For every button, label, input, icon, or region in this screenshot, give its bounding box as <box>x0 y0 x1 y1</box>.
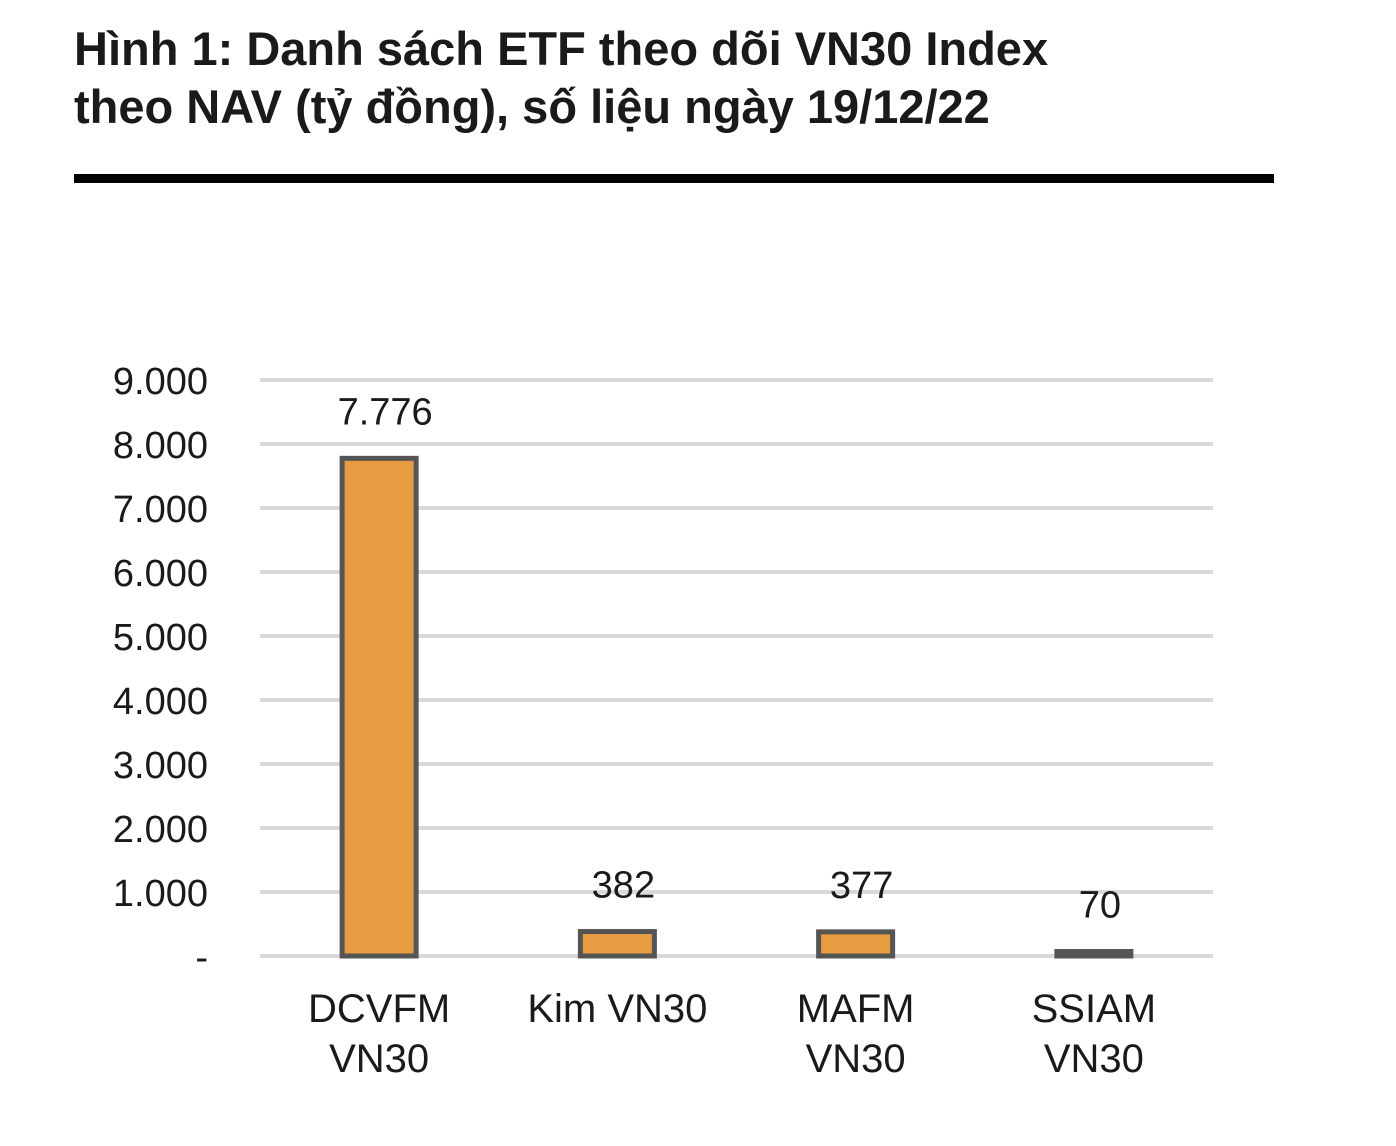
x-tick-label: MAFM <box>797 987 915 1031</box>
chart-title: Hình 1: Danh sách ETF theo dõi VN30 Inde… <box>74 20 1284 136</box>
title-underline <box>74 174 1274 183</box>
x-tick-label: DCVFM <box>308 987 450 1031</box>
data-label: 382 <box>592 865 655 907</box>
data-label: 7.776 <box>338 391 433 433</box>
data-label: 377 <box>830 865 893 907</box>
y-tick-label: 1.000 <box>113 873 208 915</box>
data-label: 70 <box>1079 885 1121 927</box>
x-tick-label: VN30 <box>329 1037 429 1081</box>
y-tick-label: 4.000 <box>113 681 208 723</box>
y-tick-label: 6.000 <box>113 553 208 595</box>
x-tick-label: Kim VN30 <box>527 987 707 1031</box>
y-tick-label: 3.000 <box>113 745 208 787</box>
y-tick-label: - <box>195 937 208 979</box>
bar <box>1054 949 1134 959</box>
y-tick-label: 2.000 <box>113 809 208 851</box>
x-tick-label: VN30 <box>1044 1037 1144 1081</box>
chart-title-line-1: Hình 1: Danh sách ETF theo dõi VN30 Inde… <box>74 22 1049 75</box>
bar <box>577 929 657 959</box>
chart-title-line-2: theo NAV (tỷ đồng), số liệu ngày 19/12/2… <box>74 80 990 133</box>
bar <box>339 455 419 959</box>
x-tick-label: VN30 <box>806 1037 906 1081</box>
x-tick-label: SSIAM <box>1032 987 1156 1031</box>
y-tick-label: 8.000 <box>113 425 208 467</box>
y-tick-label: 9.000 <box>113 361 208 403</box>
y-tick-label: 5.000 <box>113 617 208 659</box>
y-tick-label: 7.000 <box>113 489 208 531</box>
bar <box>816 929 896 959</box>
